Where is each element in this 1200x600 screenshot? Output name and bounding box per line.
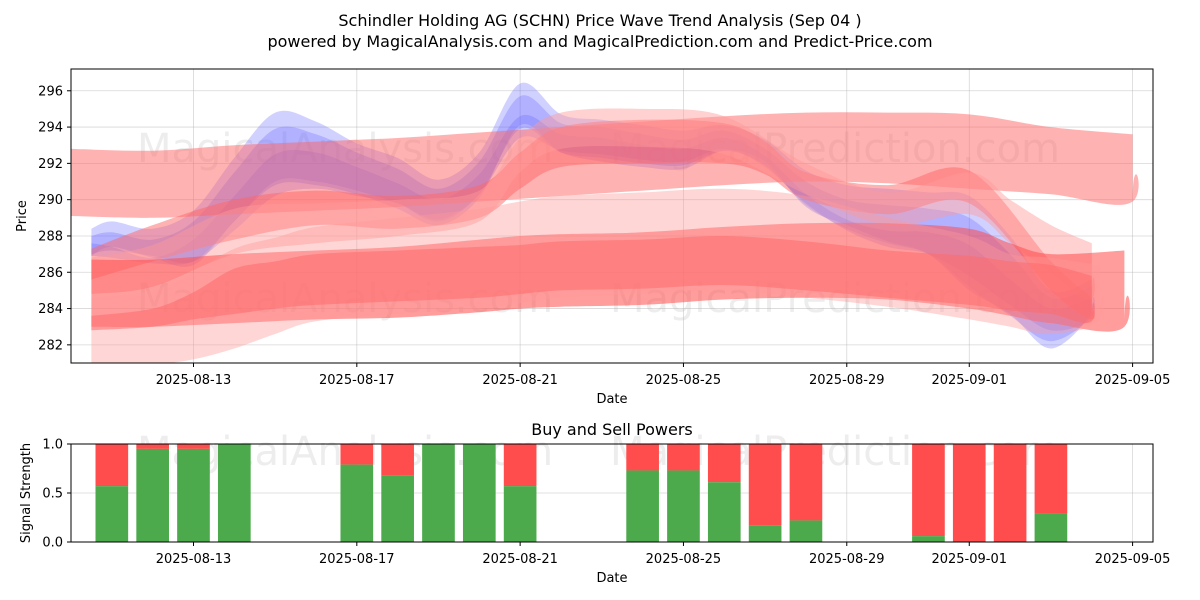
buy-bar <box>748 525 782 542</box>
sell-bar <box>626 444 659 471</box>
price-x-tick-label: 2025-08-13 <box>156 373 232 388</box>
price-y-tick-label: 288 <box>38 229 63 244</box>
sell-bar <box>789 444 823 521</box>
price-y-tick-label: 294 <box>38 121 63 136</box>
signal-x-tick-label: 2025-08-25 <box>646 552 722 567</box>
signal-x-tick-label: 2025-08-17 <box>319 552 395 567</box>
buy-bar <box>95 486 129 542</box>
price-x-tick-label: 2025-08-17 <box>319 373 395 388</box>
sell-bar <box>503 444 537 487</box>
chart-title: Schindler Holding AG (SCHN) Price Wave T… <box>338 11 861 30</box>
price-x-tick-label: 2025-09-05 <box>1095 373 1171 388</box>
signal-x-ticks: 2025-08-13 2025-08-17 2025-08-21 2025-08-25… <box>156 542 1171 567</box>
price-wave-bands <box>71 82 1139 363</box>
sell-bar <box>667 444 700 471</box>
price-y-tick-label: 286 <box>38 266 63 281</box>
price-y-tick-label: 292 <box>38 157 63 172</box>
price-band-red-wave-high <box>91 108 1095 301</box>
signal-x-tick-label: 2025-09-01 <box>931 552 1007 567</box>
buy-bar <box>462 444 496 542</box>
price-y-tick-label: 296 <box>38 84 63 99</box>
sell-bar <box>340 444 374 465</box>
sell-bar <box>952 444 986 542</box>
sell-bar <box>707 444 741 483</box>
sell-bar <box>381 444 414 476</box>
price-x-tick-label: 2025-08-29 <box>809 373 885 388</box>
signal-x-axis-title: Date <box>596 571 627 586</box>
price-x-tick-label: 2025-09-01 <box>931 373 1007 388</box>
price-x-tick-label: 2025-08-25 <box>646 373 722 388</box>
buy-bar <box>503 486 537 542</box>
price-band-red-wave-rise <box>91 235 1095 331</box>
buy-bar <box>667 470 700 542</box>
signal-y-tick-label: 0.5 <box>42 487 63 502</box>
price-x-axis-title: Date <box>596 392 627 407</box>
sell-bar <box>136 444 169 449</box>
buy-bar <box>381 475 414 542</box>
sell-bar <box>993 444 1027 542</box>
buy-bar <box>217 444 251 542</box>
buy-bar <box>340 464 374 542</box>
buy-bar <box>136 448 169 542</box>
price-band-red-wave-long <box>71 112 1139 218</box>
buy-bar <box>912 536 945 542</box>
price-y-tick-label: 284 <box>38 302 63 317</box>
price-y-tick-label: 290 <box>38 193 63 208</box>
price-y-axis-title: Price <box>15 200 30 232</box>
price-plot-frame <box>70 68 1154 364</box>
signal-bars <box>95 444 1068 542</box>
price-y-ticks: 282 284 286 288 290 292 294 296 <box>38 84 71 353</box>
sell-bar <box>912 444 945 537</box>
price-x-ticks: 2025-08-13 2025-08-17 2025-08-21 2025-08-25… <box>156 363 1171 388</box>
chart-subtitle: powered by MagicalAnalysis.com and Magic… <box>267 32 932 51</box>
sell-bar <box>95 444 129 487</box>
signal-x-tick-label: 2025-08-13 <box>156 552 232 567</box>
signal-y-tick-label: 0.0 <box>42 536 63 551</box>
signal-y-axis-title: Signal Strength <box>19 443 34 543</box>
signal-y-tick-label: 1.0 <box>42 438 63 453</box>
price-band-red-wave-fan <box>91 188 1104 363</box>
signal-x-tick-label: 2025-09-05 <box>1095 552 1171 567</box>
signal-chart-title: Buy and Sell Powers <box>531 420 693 439</box>
buy-bar <box>177 448 210 542</box>
signal-x-tick-label: 2025-08-29 <box>809 552 885 567</box>
buy-bar <box>422 444 455 542</box>
signal-y-ticks: 0.0 0.5 1.0 <box>42 438 71 551</box>
buy-bar <box>626 470 659 542</box>
sell-bar <box>177 444 210 449</box>
price-x-tick-label: 2025-08-21 <box>482 373 558 388</box>
price-band-red-wave-mid <box>91 119 1095 320</box>
buy-bar <box>707 482 741 542</box>
price-y-tick-label: 282 <box>38 338 63 353</box>
sell-bar <box>748 444 782 526</box>
sell-bar <box>1034 444 1068 514</box>
signal-x-tick-label: 2025-08-21 <box>482 552 558 567</box>
buy-bar <box>1034 513 1068 542</box>
buy-bar <box>789 520 823 542</box>
